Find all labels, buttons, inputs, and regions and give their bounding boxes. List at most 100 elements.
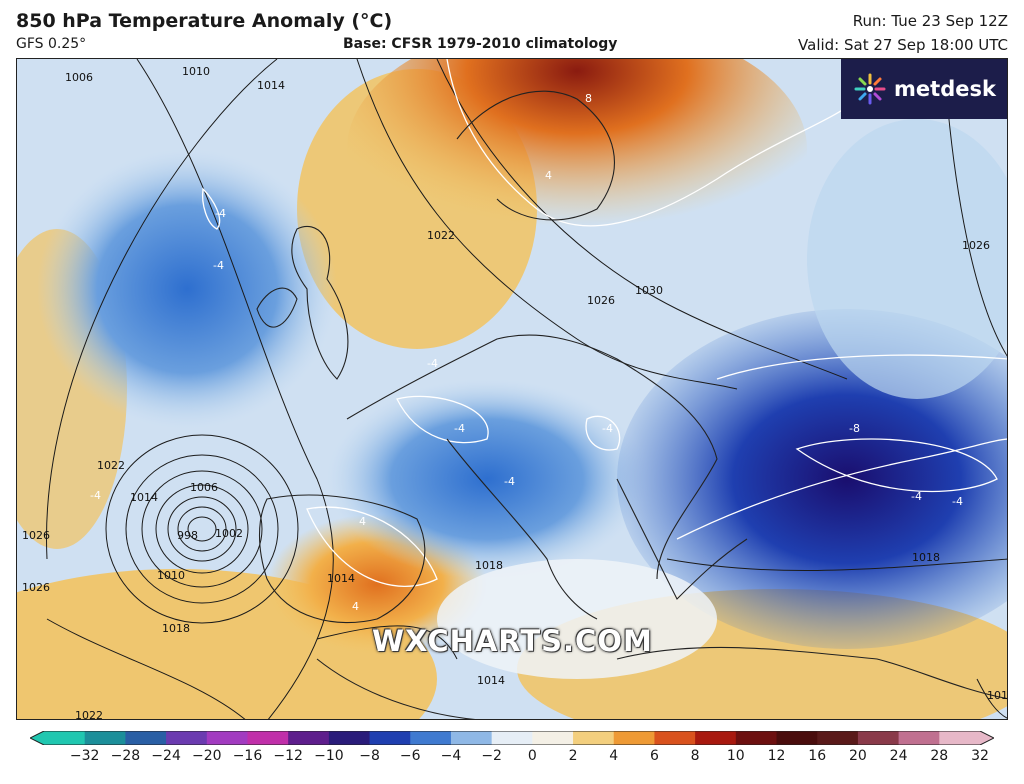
colorbar-tick-label: −20: [192, 748, 222, 764]
colorbar-segment: [369, 731, 411, 745]
colorbar-tick-label: −28: [110, 748, 141, 764]
isobar-label: 1010: [157, 569, 185, 582]
colorbar-tick-label: −4: [440, 748, 462, 764]
isobar-label: 1006: [190, 481, 218, 494]
anomaly-labels: 8 4 -4 -4 -4 -4 -4 -8 -4 -4 4 4 -4 -4: [90, 92, 963, 613]
colorbar-tick-label: 0: [527, 748, 537, 764]
colorbar-segment: [898, 731, 940, 745]
colorbar-tick-label: −32: [69, 748, 100, 764]
neutral-zone-med: [437, 559, 717, 679]
cold-anomaly-central: [327, 379, 647, 579]
colorbar-tick-label: 24: [889, 748, 908, 764]
isobar-label: 1002: [215, 527, 243, 540]
isobar-labels: 1006 1010 1014 1022 1026 1030 1026 1026 …: [22, 65, 1008, 720]
colorbar-tick-label: −2: [481, 748, 502, 764]
colorbar-segment: [247, 731, 289, 745]
isobar-label: 1026: [962, 239, 990, 252]
colorbar-segment: [44, 731, 86, 745]
isobar-label: 1018: [475, 559, 503, 572]
isobar-label: 1010: [987, 689, 1008, 702]
colorbar-tick-label: 12: [767, 748, 786, 764]
isobar-label: 1014: [257, 79, 285, 92]
colorbar-tick-label: 32: [971, 748, 989, 764]
colorbar-tick-label: −24: [151, 748, 181, 764]
colorbar-tick-label: 4: [609, 748, 619, 764]
anomaly-label: -4: [952, 495, 963, 508]
colorbar-tick-label: −6: [399, 748, 421, 764]
colorbar-segment: [573, 731, 615, 745]
cool-zone-ne: [807, 119, 1007, 399]
colorbar-segment: [776, 731, 818, 745]
anomaly-label: -4: [213, 259, 224, 272]
isobar-label: 1018: [912, 551, 940, 564]
cold-anomaly-atlantic: [37, 149, 337, 429]
colorbar-tick-label: 16: [808, 748, 827, 764]
warm-anomaly-scandinavia: [347, 59, 807, 279]
colorbar-tick-label: 6: [649, 748, 659, 764]
anomaly-label: 4: [359, 515, 366, 528]
colorbar-segment: [613, 731, 656, 745]
metdesk-logo[interactable]: metdesk: [841, 59, 1007, 119]
colorbar-segment: [857, 731, 900, 745]
colorbar: [30, 731, 994, 745]
anomaly-label: 8: [585, 92, 592, 105]
colorbar-segment: [654, 731, 696, 745]
colorbar-segment: [817, 731, 859, 745]
colorbar-segment: [288, 731, 330, 745]
isobar-label: 1030: [635, 284, 663, 297]
colorbar-segment: [735, 731, 778, 745]
colorbar-tick-label: −10: [314, 748, 344, 764]
map-canvas: 1006 1010 1014 1022 1026 1030 1026 1026 …: [17, 59, 1008, 720]
isobar-label: 1026: [22, 529, 50, 542]
isobar-label: 1022: [97, 459, 125, 472]
anomaly-label: -8: [849, 422, 860, 435]
colorbar-tick-label: 10: [726, 748, 745, 764]
isobar-label: 1014: [130, 491, 158, 504]
isobar-label: 1010: [182, 65, 210, 78]
colorbar-min-arrow: [30, 731, 44, 745]
anomaly-contours: [201, 59, 1007, 587]
colorbar-segment: [532, 731, 574, 745]
isobar-label: 1014: [327, 572, 355, 585]
isobar-label: 1026: [22, 581, 50, 594]
colorbar-tick-label: 8: [690, 748, 700, 764]
isobar-label: 998: [177, 529, 198, 542]
colorbar-tick-label: 28: [930, 748, 949, 764]
anomaly-label: -4: [602, 422, 613, 435]
colorbar-segment: [491, 731, 533, 745]
anomaly-label: -4: [90, 489, 101, 502]
isobar-label: 1022: [427, 229, 455, 242]
colorbar-segment: [84, 731, 126, 745]
colorbar-max-arrow: [980, 731, 994, 745]
isobar-label: 1018: [162, 622, 190, 635]
chart-title: 850 hPa Temperature Anomaly (°C): [16, 10, 393, 32]
isobar-lines: [46, 59, 1007, 719]
anomaly-label: -4: [454, 422, 465, 435]
metdesk-pinwheel-icon: [854, 73, 886, 105]
anomaly-label: 4: [545, 169, 552, 182]
colorbar-segment: [206, 731, 249, 745]
metdesk-logo-text: metdesk: [894, 77, 996, 101]
anomaly-label: -4: [504, 475, 515, 488]
colorbar-tick-label: 20: [848, 748, 867, 764]
anomaly-label: 4: [352, 600, 359, 613]
model-label: GFS 0.25°: [16, 36, 87, 52]
wxcharts-watermark: WXCHARTS.COM: [372, 624, 653, 658]
valid-time-label: Valid: Sat 27 Sep 18:00 UTC: [798, 36, 1008, 54]
climatology-base-label: Base: CFSR 1979-2010 climatology: [343, 36, 618, 52]
colorbar-segment: [939, 731, 981, 745]
anomaly-label: -4: [215, 207, 226, 220]
colorbar-segment: [166, 731, 208, 745]
isobar-label: 1026: [587, 294, 615, 307]
colorbar-segment: [450, 731, 493, 745]
anomaly-label: -4: [911, 490, 922, 503]
isobar-label: 1006: [65, 71, 93, 84]
isobar-label: 1022: [75, 709, 103, 720]
anomaly-label: -4: [427, 357, 438, 370]
coastlines: [256, 90, 1007, 719]
colorbar-segment: [125, 731, 167, 745]
colorbar-segment: [695, 731, 737, 745]
colorbar-segment: [328, 731, 371, 745]
anomaly-map[interactable]: 1006 1010 1014 1022 1026 1030 1026 1026 …: [16, 58, 1008, 720]
colorbar-segment: [410, 731, 452, 745]
